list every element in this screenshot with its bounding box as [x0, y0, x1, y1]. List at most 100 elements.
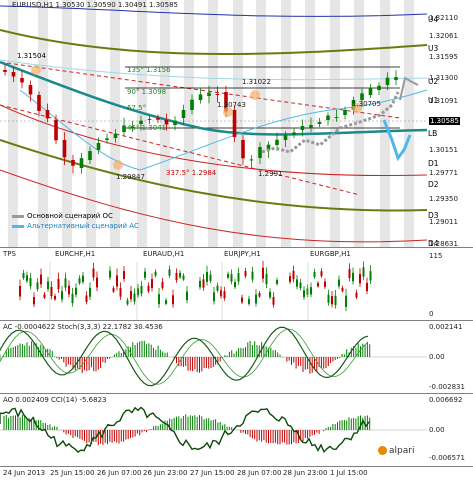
tps-candle-body [116, 275, 118, 287]
candle-body [394, 77, 398, 80]
alternative-scenario-path [382, 119, 412, 162]
tps-candle-body [179, 272, 181, 278]
pivot-marker [250, 90, 260, 100]
candle-body [232, 110, 237, 138]
session-band [110, 0, 120, 247]
tps-candle-body [64, 278, 67, 288]
tps-candle-body [137, 288, 139, 296]
candle-body [300, 125, 305, 130]
tps-candle-body [265, 273, 268, 285]
pane-divider[interactable] [0, 247, 473, 248]
tps-candle-body [334, 295, 337, 306]
candle-body [249, 159, 254, 161]
fib-label: 337.5° 1.2984 [166, 169, 217, 177]
fib-label: 67.5° [127, 104, 147, 112]
tps-candle-body [82, 275, 84, 282]
main-chart-canvas[interactable] [0, 0, 427, 247]
tps-candle-body [345, 295, 347, 307]
pane-divider[interactable] [0, 320, 473, 321]
tps-candle-body [92, 268, 95, 278]
candle-body [266, 144, 271, 150]
tps-candle-body [348, 268, 351, 279]
tps-candle-body [47, 281, 49, 290]
chart-header: EURUSD,H1 1.30530 1.30590 1.30491 1.3058… [12, 1, 178, 9]
time-axis[interactable]: 24 Jun 2013 25 Jun 15:00 26 Jun 07:00 26… [0, 467, 473, 480]
time-tick: 26 Jun 07:00 [97, 469, 142, 477]
tps-candle-body [126, 300, 129, 305]
candle-body [122, 125, 126, 132]
candle-body [181, 109, 186, 118]
candle-body [96, 142, 101, 150]
price-label-high: 1.31504 [17, 52, 46, 60]
tps-candle-body [26, 275, 28, 282]
tps-candle-body [306, 288, 309, 295]
price-tick: 1.32110 [429, 14, 458, 22]
candle-body [317, 121, 322, 124]
level-label: U2 [428, 77, 439, 86]
trend-line [0, 61, 401, 119]
ao-cci-pane[interactable]: AO 0.002409 CCI(14) -5.6823 alpari [0, 394, 427, 466]
moving-average [0, 60, 427, 136]
legend-swatch-alternative [12, 224, 24, 228]
tps-candle-body [130, 290, 132, 300]
tps-candle-body [43, 294, 46, 298]
tps-candle-body [89, 287, 91, 297]
tps-candle-body [19, 285, 21, 297]
tps-axis: 115 0 [427, 248, 473, 320]
candle-body [198, 94, 203, 100]
candle-body [3, 70, 7, 72]
price-tick: 1.29771 [429, 169, 458, 177]
tps-axis-tick: 0 [429, 310, 434, 318]
tps-candle-body [310, 287, 312, 295]
tps-candle-body [269, 291, 271, 298]
tps-candle-body [324, 281, 326, 287]
tps-candle-body [237, 272, 240, 282]
ac-stoch-pane[interactable]: AC -0.0004622 Stoch(3,3,3) 22.1782 30.45… [0, 321, 427, 393]
level-label: D2 [428, 180, 439, 189]
candle-body [173, 120, 177, 125]
level-label: LB [428, 129, 438, 138]
tps-pair-label: EURCHF,H1 [55, 250, 96, 258]
candle-body [156, 118, 160, 120]
tps-candle-body [182, 275, 185, 280]
alpari-logo-icon [378, 446, 387, 455]
tps-candle-body [227, 274, 229, 278]
tps-pane[interactable]: TPS EURCHF,H1 EURAUD,H1 EURJPY,H1 EURGBP… [0, 248, 427, 320]
tps-candle-body [234, 281, 236, 288]
band-u3 [0, 29, 427, 55]
tps-candle-body [320, 271, 323, 277]
price-tick: 1.28631 [429, 240, 458, 248]
ac-axis: 0.002141 0.00 -0.002831 [427, 321, 473, 393]
stoch-signal-line [0, 328, 369, 385]
price-label: 1.30743 [217, 101, 246, 109]
candle-body [275, 139, 279, 145]
tps-candle-body [123, 271, 125, 279]
tps-candle-body [29, 278, 32, 287]
ac-label: AC -0.0004622 Stoch(3,3,3) 22.1782 30.45… [3, 323, 163, 331]
fib-label: 45° 1.3041 [127, 124, 167, 132]
tps-candle-body [230, 274, 233, 282]
tps-candle-body [119, 287, 122, 297]
candle-body [241, 140, 245, 159]
main-chart-pane[interactable]: EURUSD,H1 1.30530 1.30590 1.30491 1.3058… [0, 0, 427, 247]
tps-candle-body [220, 290, 222, 297]
price-axis[interactable]: 1.32110 1.32061 1.31595 1.31300 1.31091 … [427, 0, 473, 248]
candle-body [360, 93, 364, 100]
tps-candle-body [355, 292, 358, 298]
tps-candle-body [359, 274, 361, 284]
ao-label: AO 0.002409 CCI(14) -5.6823 [3, 396, 107, 404]
tps-candle-body [366, 282, 368, 292]
tps-candle-body [341, 287, 344, 292]
tps-candle-body [369, 271, 372, 281]
tps-candle-body [213, 292, 215, 302]
band-u4 [0, 5, 427, 17]
tps-candle-body [262, 267, 264, 279]
time-tick: 28 Jun 23:00 [283, 469, 328, 477]
level-label: D1 [428, 159, 439, 168]
tps-candle-body [331, 296, 333, 305]
tps-candle-body [112, 288, 115, 292]
pane-divider[interactable] [0, 393, 473, 394]
tps-candle-body [248, 298, 250, 305]
time-tick: 24 Jun 2013 [3, 469, 46, 477]
tps-candle-body [96, 277, 98, 288]
